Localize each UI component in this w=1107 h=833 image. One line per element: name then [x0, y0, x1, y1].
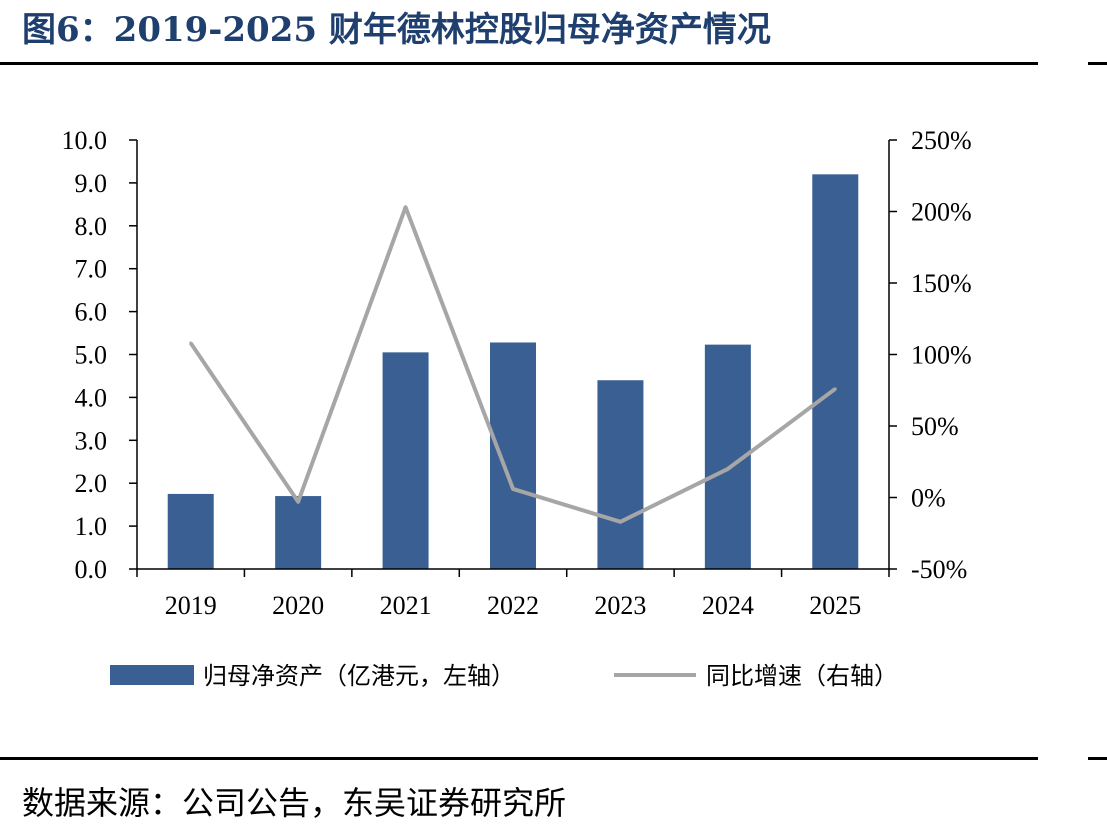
source-note: 数据来源：公司公告，东吴证券研究所	[22, 784, 567, 822]
right-axis-tick-label: 250%	[911, 126, 972, 155]
growth-point-2021	[404, 205, 408, 209]
x-axis-tick-label: 2024	[702, 591, 754, 620]
bar-series	[167, 174, 859, 569]
left-axis-tick-label: 7.0	[75, 255, 108, 284]
right-axis-tick-label: 100%	[911, 341, 972, 370]
figure-title: 图6：2019-2025 财年德林控股归母净资产情况	[22, 10, 771, 50]
bottom-rule-right	[1088, 757, 1107, 760]
legend-bar-label: 归母净资产（亿港元，左轴）	[203, 662, 515, 690]
left-axis-tick-label: 6.0	[75, 298, 108, 327]
x-axis-tick-label: 2020	[272, 591, 324, 620]
bar-2021	[382, 352, 429, 569]
x-axis-tick-label: 2019	[165, 591, 217, 620]
left-axis-tick-label: 4.0	[75, 383, 108, 412]
axes: 0.0 1.0 2.0 3.0 4.0 5.0 6.0 7.0 8.0 9.0 10.0 -50% 0%…	[62, 126, 972, 620]
x-axis-tick-label: 2021	[380, 591, 432, 620]
right-axis-tick-label: 50%	[911, 412, 959, 441]
left-axis-tick-label: 3.0	[75, 426, 108, 455]
top-rule	[0, 62, 1038, 65]
growth-point-2024	[726, 467, 730, 471]
line-series	[189, 205, 837, 524]
left-axis-tick-label: 10.0	[62, 126, 108, 155]
growth-point-2023	[618, 520, 622, 524]
x-axis-tick-label: 2025	[809, 591, 861, 620]
right-axis-tick-label: -50%	[911, 555, 967, 584]
bottom-rule	[0, 757, 1038, 760]
bar-2020	[275, 496, 322, 569]
top-rule-right	[1088, 62, 1107, 65]
right-axis-tick-label: 200%	[911, 198, 972, 227]
x-axis-tick-label: 2023	[594, 591, 646, 620]
left-axis-tick-label: 2.0	[75, 469, 108, 498]
bar-2023	[597, 380, 644, 569]
right-axis-tick-label: 150%	[911, 269, 972, 298]
bar-2022	[490, 342, 536, 569]
left-axis-tick-label: 5.0	[75, 341, 108, 370]
left-axis-tick-label: 1.0	[75, 512, 108, 541]
legend: 归母净资产（亿港元，左轴） 同比增速（右轴）	[110, 662, 898, 690]
bar-2019	[167, 493, 214, 569]
left-axis-tick-label: 0.0	[75, 555, 108, 584]
right-axis-tick-label: 0%	[911, 484, 946, 513]
growth-point-2019	[189, 341, 193, 345]
left-axis-tick-label: 9.0	[75, 169, 108, 198]
legend-bar-swatch	[110, 665, 194, 685]
legend-line-label: 同比增速（右轴）	[706, 662, 898, 690]
growth-point-2022	[511, 487, 515, 491]
growth-point-2020	[296, 500, 300, 504]
bar-2025	[812, 174, 859, 569]
growth-point-2025	[833, 387, 837, 391]
left-axis-tick-label: 8.0	[75, 212, 108, 241]
x-axis-tick-label: 2022	[487, 591, 539, 620]
